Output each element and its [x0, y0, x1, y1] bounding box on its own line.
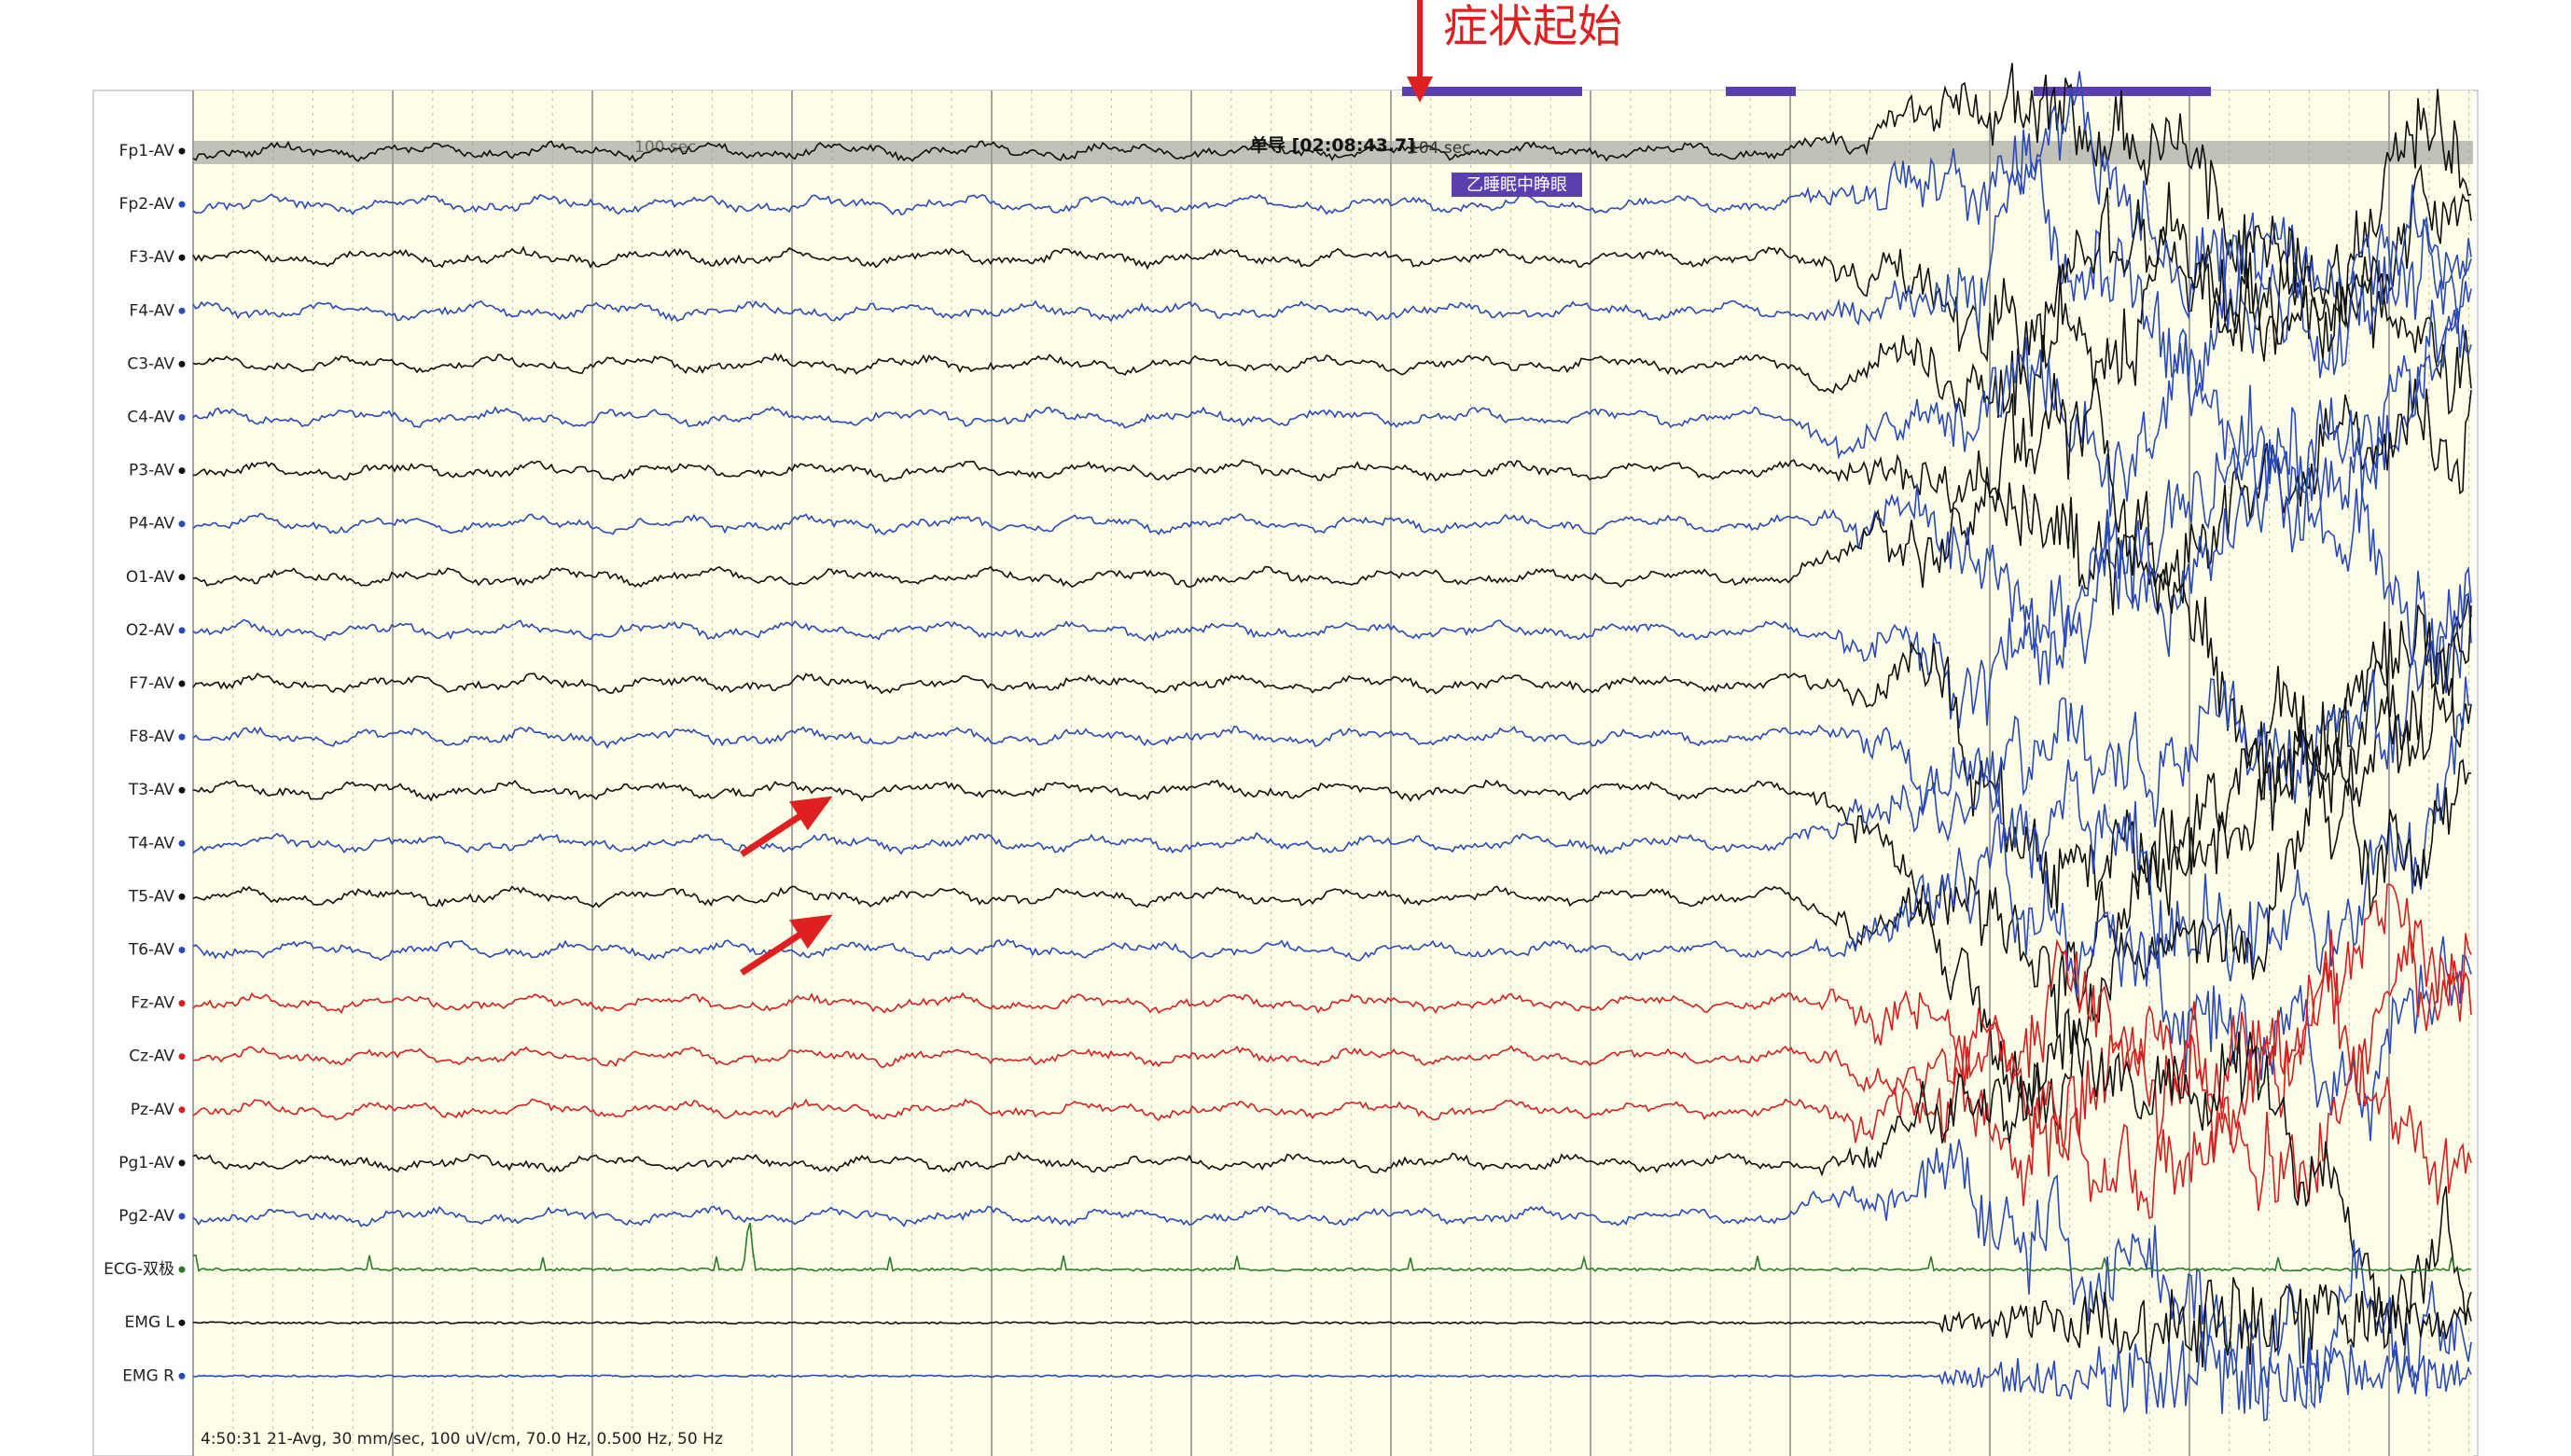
channel-dot — [178, 307, 186, 314]
channel-label: ECG-双极 — [104, 1260, 174, 1279]
channel-dot — [178, 733, 186, 741]
channel-label: T6-AV — [128, 941, 175, 960]
channel-dot — [178, 1159, 186, 1167]
eeg-trace — [192, 415, 2472, 728]
channel-dot — [178, 1319, 186, 1326]
eeg-trace — [192, 307, 2472, 528]
channel-label: P4-AV — [129, 515, 174, 534]
eeg-trace — [192, 676, 2472, 982]
channel-dot — [178, 893, 186, 900]
eeg-trace — [192, 71, 2472, 335]
channel-label: EMG L — [125, 1313, 175, 1332]
channel-label: Fz-AV — [131, 994, 174, 1013]
channel-dot — [178, 1266, 186, 1273]
channel-dot — [178, 254, 186, 261]
onset-annotation: 症状起始 — [1443, 1, 1622, 53]
channel-label: EMG R — [122, 1366, 174, 1385]
channel-dot — [178, 1053, 186, 1061]
top-label: 单导 [02:08:43.7] — [1250, 134, 1415, 156]
channel-label: C4-AV — [127, 409, 174, 427]
eeg-trace — [192, 281, 2472, 686]
channel-label: Fp2-AV — [119, 195, 175, 214]
channel-label: F8-AV — [129, 728, 174, 746]
eeg-trace — [192, 930, 2472, 1145]
event-box — [1452, 173, 1582, 197]
channel-dot — [178, 839, 186, 847]
eeg-trace — [192, 565, 2472, 827]
channel-dot — [178, 201, 186, 208]
channel-label: T4-AV — [128, 834, 175, 853]
channel-dot — [178, 360, 186, 367]
channel-label: Pg1-AV — [118, 1154, 174, 1172]
eeg-trace — [192, 641, 2472, 1037]
eeg-trace — [192, 379, 2472, 616]
trace-area — [193, 90, 2473, 1456]
eeg-trace — [193, 883, 2472, 1159]
onset-arrow-head — [1407, 76, 1433, 103]
channel-label: T5-AV — [128, 887, 175, 906]
channel-label: C3-AV — [127, 354, 174, 373]
channel-label: Pg2-AV — [118, 1207, 174, 1226]
channel-dot — [178, 786, 186, 794]
channel-label: Pz-AV — [131, 1101, 174, 1119]
eeg-trace — [192, 1139, 2472, 1390]
channel-dot — [178, 947, 186, 953]
channel-dot — [178, 1372, 186, 1380]
channel-label: P3-AV — [129, 462, 174, 480]
channel-label: F3-AV — [129, 248, 174, 267]
spike-arrows — [740, 796, 833, 976]
channel-dot — [178, 1213, 186, 1220]
event-tag — [1402, 87, 1582, 96]
channel-dot — [178, 520, 186, 528]
channel-label: F7-AV — [129, 674, 174, 693]
channel-label: Fp1-AV — [119, 142, 175, 160]
channel-dot — [178, 414, 186, 421]
channel-dot — [178, 1106, 186, 1114]
traces — [192, 62, 2472, 1422]
time-marker: 100 sec — [634, 138, 697, 157]
eeg-trace — [192, 89, 2472, 390]
event-tag — [1726, 87, 1796, 96]
channel-dot — [178, 147, 186, 155]
channel-label: O2-AV — [126, 621, 174, 640]
event-tag — [2034, 87, 2211, 96]
channel-dot — [178, 467, 186, 475]
eeg-trace — [192, 1222, 2472, 1272]
eeg-trace — [192, 813, 2472, 1142]
eeg-trace — [192, 1331, 2472, 1422]
eeg-trace — [192, 373, 2472, 803]
channel-dot — [178, 680, 186, 687]
channel-dot — [178, 1000, 186, 1007]
time-label: 104 sec — [1409, 139, 1471, 158]
eeg-trace — [193, 1277, 2472, 1368]
channel-label: T3-AV — [128, 781, 175, 799]
channel-dot — [178, 574, 186, 581]
eeg-trace — [192, 752, 2471, 1130]
status-footer: 4:50:31 21-Avg, 30 mm/sec, 100 uV/cm, 70… — [201, 1430, 723, 1449]
channel-label: F4-AV — [129, 301, 174, 320]
eeg-trace — [192, 182, 2472, 437]
channel-label: Cz-AV — [129, 1047, 174, 1066]
channel-dot — [178, 627, 186, 634]
eeg-trace — [192, 1007, 2472, 1334]
event-label: 乙睡眠中睁眼 — [1466, 175, 1567, 195]
eeg-trace — [192, 129, 2472, 417]
channel-label: O1-AV — [126, 568, 174, 587]
eeg-trace — [192, 1050, 2472, 1219]
channel-labels: Fp1-AV Fp2-AV F3-AV F4-AV C3-AV C4-AV P3-AV P4-… — [104, 142, 186, 1385]
